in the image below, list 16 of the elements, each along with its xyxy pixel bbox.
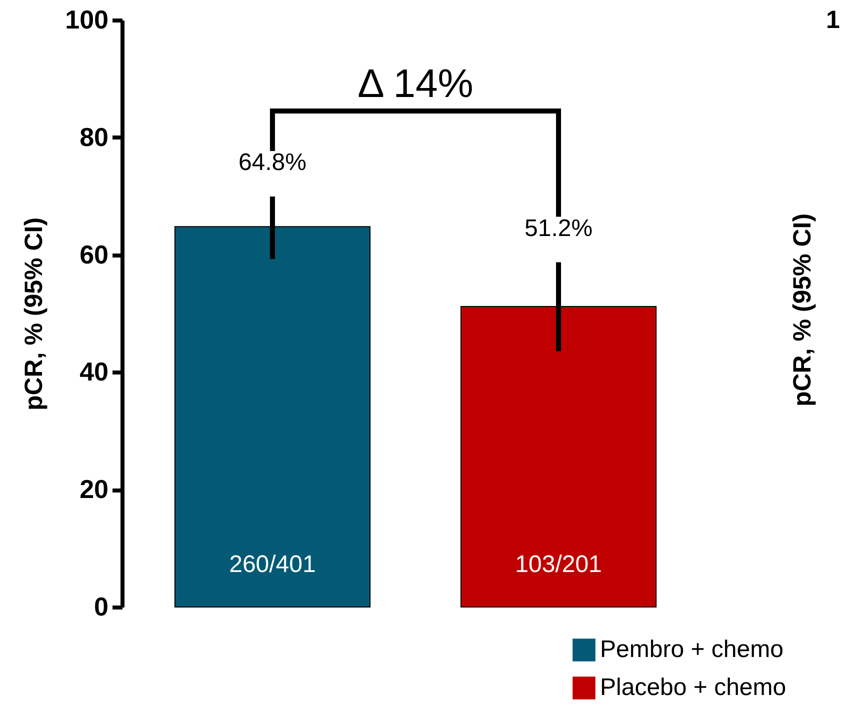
y-tick-label: 60 xyxy=(80,239,108,270)
y-tick-label: 20 xyxy=(80,474,108,504)
y-tick-label: 0 xyxy=(94,592,108,622)
text: 1 xyxy=(826,6,840,35)
legend-label: Placebo + chemo xyxy=(600,674,786,701)
text: pCR, % (95% CI) xyxy=(788,213,818,407)
legend-label: Pembro + chemo xyxy=(600,636,784,663)
annotation: 103/201 xyxy=(515,551,602,578)
y-axis-title: pCR, % (95% CI) xyxy=(20,217,48,411)
y-tick-label: 80 xyxy=(80,122,108,152)
annotation: 260/401 xyxy=(229,551,316,578)
data-label: 64.8% xyxy=(238,149,306,176)
y-tick-label: 40 xyxy=(80,356,108,387)
annotation: Δ 14% xyxy=(358,62,474,106)
y-tick-label: 100 xyxy=(65,4,108,34)
data-label: 51.2% xyxy=(524,214,593,242)
